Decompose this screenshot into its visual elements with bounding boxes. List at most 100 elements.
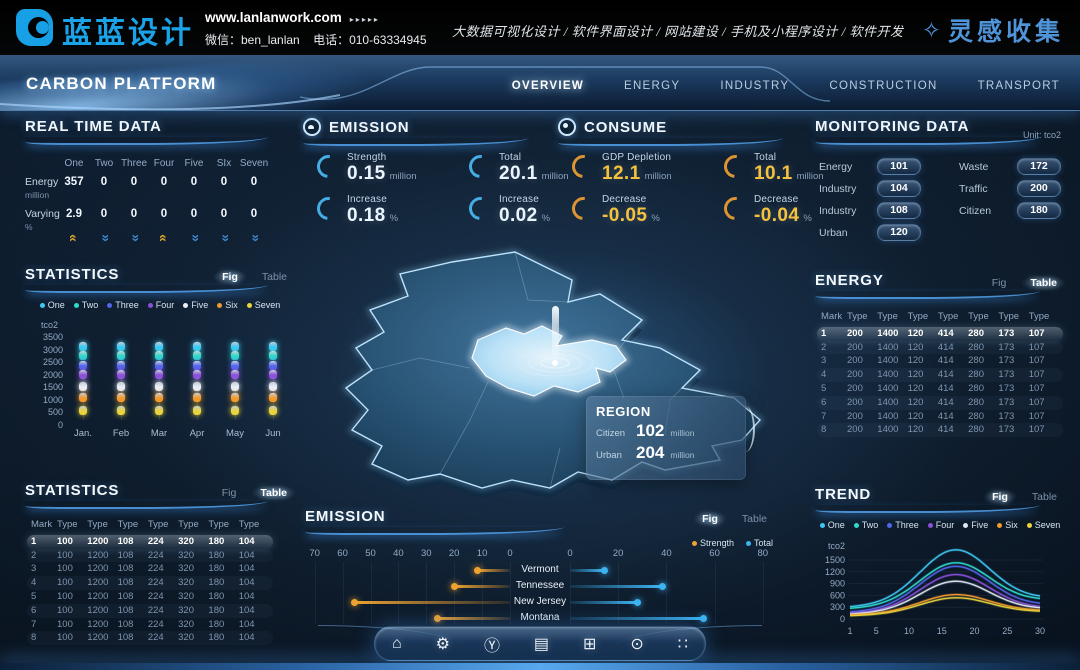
table-toggle-option[interactable]: Table: [1031, 491, 1057, 503]
table-row[interactable]: 5 200 1400 120 414 280 173 107: [817, 382, 1063, 396]
table-cell: 108: [117, 577, 134, 589]
svg-text:tco2: tco2: [828, 541, 845, 551]
table-cell: 100: [57, 535, 73, 547]
table-row[interactable]: 2 100 1200 108 224 320 180 104: [27, 548, 273, 563]
table-row[interactable]: 4 200 1400 120 414 280 173 107: [817, 368, 1063, 382]
table-cell: 1: [821, 327, 827, 339]
capsule-segment: [117, 351, 125, 361]
realtime-value: 0: [250, 208, 258, 220]
total-dot: [634, 599, 642, 606]
fig-toggle-option[interactable]: Fig: [984, 490, 1016, 504]
gear-button[interactable]: ⚙: [436, 634, 450, 654]
stat-gdp-depletion: GDP Depletion 12.1 million: [567, 150, 672, 184]
table-cell: 107: [1028, 382, 1045, 394]
title-underline: [25, 285, 268, 293]
table-row[interactable]: 5 100 1200 108 224 320 180 104: [27, 590, 273, 604]
stat-label: GDP Depletion: [602, 152, 672, 163]
column-header: Type: [937, 311, 959, 322]
table-row[interactable]: 4 100 1200 108 224 320 180 104: [27, 576, 273, 590]
highlighted-region[interactable]: [468, 322, 631, 400]
realtime-value: 0: [160, 208, 168, 220]
table-cell: 180: [208, 618, 225, 630]
table-row[interactable]: 7 200 1400 120 414 280 173 107: [817, 410, 1063, 424]
capsule-segment: [117, 370, 125, 380]
capsule-segment: [193, 360, 201, 370]
grid-line: [398, 562, 400, 624]
stat-value: 10.1: [754, 163, 793, 184]
tooltip-label: Citizen: [596, 428, 626, 439]
table-cell: 280: [968, 382, 984, 394]
panel-title: EMISSION: [305, 508, 386, 525]
table-row[interactable]: 6 100 1200 108 224 320 180 104: [27, 603, 273, 618]
realtime-columns: One Two Three Four Five SIx Seven: [25, 158, 269, 169]
grid-line: [370, 562, 372, 624]
table-row[interactable]: 8 100 1200 108 224 320 180 104: [27, 631, 273, 646]
fig-toggle-option[interactable]: Fig: [991, 277, 1007, 289]
nut-button[interactable]: ⊙: [630, 634, 643, 654]
trend-down-icon: «: [215, 234, 232, 242]
title-underline: [815, 505, 1040, 513]
table-toggle-option[interactable]: Table: [252, 486, 295, 500]
y-tick: 2000: [42, 369, 63, 380]
stat-value: 12.1: [602, 163, 641, 184]
medal-button[interactable]: Ⓨ: [484, 632, 500, 656]
table-cell: 414: [937, 396, 954, 408]
website-link[interactable]: www.lanlanwork.com ▸▸▸▸▸: [205, 10, 380, 25]
table-toggle-option[interactable]: Table: [741, 513, 767, 525]
tab-transport[interactable]: TRANSPORT: [977, 80, 1060, 92]
table-cell: 104: [238, 549, 255, 561]
charger-button[interactable]: ▤: [534, 634, 549, 654]
table-cell: 200: [847, 396, 863, 408]
emission-icon: [303, 118, 321, 136]
capsule-segment: [79, 360, 87, 370]
legend-one: One: [819, 520, 845, 530]
trend-up-icon: «: [155, 234, 172, 242]
table-toggle-option[interactable]: Table: [261, 271, 287, 283]
total-bar: [570, 585, 662, 588]
stat-increase: Increase 0.18%: [312, 192, 398, 226]
tab-energy[interactable]: ENERGY: [623, 80, 681, 92]
legend-dot: [1026, 522, 1032, 528]
fig-toggle-option[interactable]: Fig: [694, 512, 726, 526]
fig-toggle-option[interactable]: Fig: [221, 487, 237, 499]
table-row[interactable]: 8 200 1400 120 414 280 173 107: [817, 423, 1063, 438]
table-cell: 108: [117, 618, 134, 630]
fig-toggle-option[interactable]: Fig: [214, 270, 246, 284]
arrow-cell: «: [59, 230, 89, 248]
home-button[interactable]: ⌂: [392, 635, 402, 653]
legend-two: Two: [853, 520, 878, 530]
column-header: Type: [998, 311, 1020, 322]
tab-construction[interactable]: CONSTRUCTION: [829, 80, 938, 92]
table-row[interactable]: 3 100 1200 108 224 320 180 104: [27, 562, 273, 576]
website-url[interactable]: www.lanlanwork.com: [205, 10, 342, 25]
table-cell: 200: [847, 327, 863, 339]
table-row[interactable]: 6 200 1400 120 414 280 173 107: [817, 395, 1063, 410]
monitor-button[interactable]: ⊞: [583, 634, 596, 654]
stat-value: 0.02: [499, 205, 538, 226]
stat-unit: %: [541, 213, 551, 224]
table-toggle-option[interactable]: Table: [1022, 276, 1065, 290]
tab-industry[interactable]: INDUSTRY: [720, 80, 790, 92]
inspiration-collect[interactable]: ✧ 灵感收集: [922, 12, 1064, 48]
table-row[interactable]: 3 200 1400 120 414 280 173 107: [817, 354, 1063, 368]
column-header: Four: [153, 158, 175, 169]
capsule-segment: [79, 370, 87, 380]
x-tick: May: [226, 428, 244, 439]
row-label: Varying%: [25, 208, 60, 232]
legend-dot: [217, 302, 223, 308]
table-row[interactable]: 2 200 1400 120 414 280 173 107: [817, 340, 1063, 355]
table-row[interactable]: 7 100 1200 108 224 320 180 104: [27, 618, 273, 632]
table-row[interactable]: 1 100 1200 108 224 320 180 104: [27, 534, 273, 549]
column-header: Type: [238, 519, 260, 530]
table-cell: 107: [1028, 369, 1045, 381]
panel-title: CONSUME: [584, 118, 667, 136]
table-row[interactable]: 1 200 1400 120 414 280 173 107: [817, 326, 1063, 341]
apps-button[interactable]: ∷: [678, 634, 688, 654]
tab-overview[interactable]: OVERVIEW: [511, 80, 584, 92]
table-cell: 280: [968, 410, 984, 422]
table-cell: 1200: [87, 549, 109, 561]
apps-icon: ∷: [677, 635, 688, 653]
table-cell: 320: [178, 632, 194, 644]
table-cell: 173: [998, 382, 1015, 394]
capsule-segment: [269, 360, 277, 370]
